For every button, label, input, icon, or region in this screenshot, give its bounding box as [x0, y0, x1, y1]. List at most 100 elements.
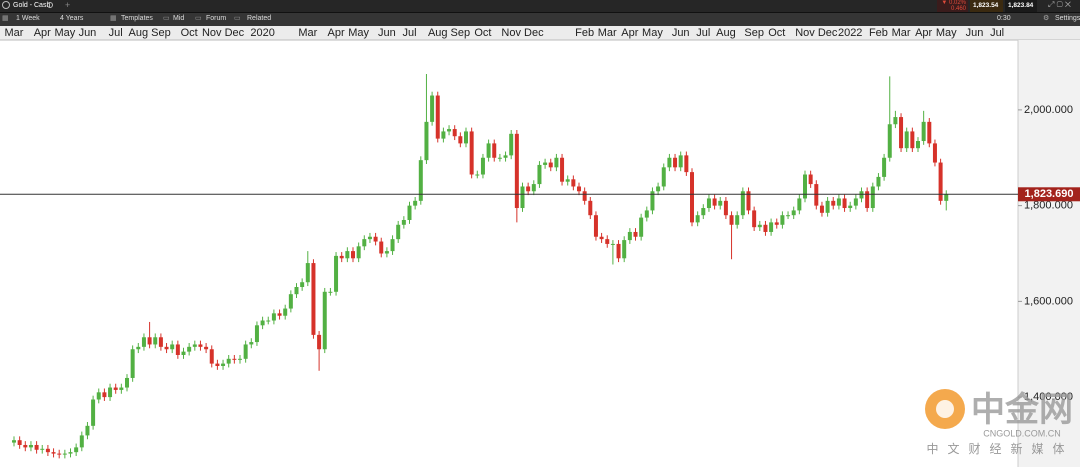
watermark: 中金网 CNGOLD.COM.CN 中文财经新媒体 [925, 389, 1073, 456]
settings-icon: ⚙ [1043, 15, 1050, 22]
range[interactable]: 4 Years [60, 15, 84, 22]
candle-body [108, 387, 113, 398]
x-tick-label: Dec [225, 27, 245, 39]
x-tick-label: Dec [818, 27, 838, 39]
y-tick-label: 1,400.000 [1024, 391, 1073, 403]
candle-body [531, 184, 536, 192]
candle-body [503, 155, 508, 158]
candle-body [271, 313, 276, 321]
candle-body [45, 448, 50, 453]
candle-body [650, 191, 655, 211]
candle-body [209, 349, 214, 364]
candle-body [565, 179, 570, 182]
candle-body [735, 215, 740, 225]
layout-icon[interactable]: ▦ [2, 15, 9, 22]
candle-body [260, 320, 265, 326]
x-tick-label: Nov [501, 27, 521, 39]
candle-body [141, 337, 146, 347]
candle-body [825, 200, 830, 213]
candle-body [853, 198, 858, 206]
candle-body [362, 239, 367, 247]
candle-body [418, 160, 423, 201]
x-tick-label: May [936, 27, 957, 39]
x-tick-label: Aug [129, 27, 149, 39]
window-buttons[interactable]: ⤢ ▢ ✕ [1048, 0, 1072, 9]
candle-body [266, 320, 271, 322]
y-tick-label: 1,800.000 [1024, 200, 1073, 212]
x-tick-label: Sep [451, 27, 471, 39]
candle-body [62, 453, 67, 455]
candle-body [865, 191, 870, 209]
candle-body [441, 131, 446, 139]
candle-body [673, 157, 678, 168]
candle-body [633, 231, 638, 237]
candle-body [158, 337, 163, 347]
watermark-site: CNGOLD.COM.CN [983, 428, 1061, 438]
candle-body [667, 157, 672, 168]
x-tick-label: Feb [869, 27, 888, 39]
candle-body [548, 162, 553, 168]
candle-body [447, 129, 452, 132]
candle-body [243, 344, 248, 359]
y-tick-label: 1,600.000 [1024, 295, 1073, 307]
instrument-icon [2, 1, 10, 9]
candle-body [424, 121, 429, 161]
watermark-slogan: 中文财经新媒体 [926, 441, 1073, 456]
candle-body [695, 215, 700, 223]
price-axis [1018, 40, 1080, 467]
x-tick-label: Apr [621, 27, 638, 39]
candle-body [893, 117, 898, 125]
candle-body [51, 452, 56, 454]
candle-body [560, 157, 565, 182]
candle-body [57, 453, 62, 455]
change-box: ▼ 0.02% 0.460 [937, 0, 968, 12]
title-bar: Gold - Cash + ▼ 0.02% 0.460 1,823.54 1,8… [0, 0, 1080, 12]
candle-body [836, 198, 841, 206]
candle-body [373, 236, 378, 242]
candle-body [464, 131, 468, 144]
candle-body [571, 179, 576, 187]
related[interactable]: Related [247, 15, 272, 22]
candle-body [921, 121, 926, 142]
search-icon[interactable] [47, 2, 53, 8]
candle-body [910, 131, 915, 149]
candle-body [712, 198, 717, 206]
x-tick-label: Jul [696, 27, 710, 39]
candle-body [396, 224, 401, 240]
candle-body [85, 425, 90, 436]
price-type[interactable]: Mid [173, 15, 185, 22]
ask-box[interactable]: 1,823.84 [1005, 0, 1037, 12]
candle-body [170, 344, 175, 350]
candle-body [593, 215, 598, 237]
candle-body [367, 236, 372, 240]
candle-body [887, 124, 892, 158]
candle-body [769, 222, 774, 232]
candle-body [757, 224, 762, 228]
candle-body [729, 215, 734, 225]
x-tick-label: Oct [181, 27, 198, 39]
candle-body [277, 313, 282, 316]
candle-body [294, 287, 299, 295]
x-tick-label: Mar [598, 27, 617, 39]
candle-body [514, 133, 519, 209]
candle-body [475, 174, 480, 176]
x-tick-label: Apr [34, 27, 51, 39]
forum[interactable]: Forum [206, 15, 227, 22]
candle-body [430, 95, 435, 122]
candle-body [113, 387, 118, 390]
candle-body [706, 198, 711, 209]
settings[interactable]: Settings [1055, 15, 1080, 22]
candle-body [175, 344, 180, 355]
candle-body [452, 129, 457, 137]
instrument-name[interactable]: Gold - Cash [13, 2, 51, 9]
templates-icon: ▦ [110, 15, 117, 22]
candle-body [520, 186, 525, 209]
templates[interactable]: Templates [121, 15, 153, 22]
candle-body [831, 200, 836, 206]
add-tab[interactable]: + [65, 0, 71, 10]
bid-box[interactable]: 1,823.54 [970, 0, 1003, 12]
interval[interactable]: 1 Week [16, 15, 40, 22]
candle-body [68, 452, 73, 454]
x-tick-label: Dec [524, 27, 544, 39]
x-tick-label: Mar [892, 27, 911, 39]
